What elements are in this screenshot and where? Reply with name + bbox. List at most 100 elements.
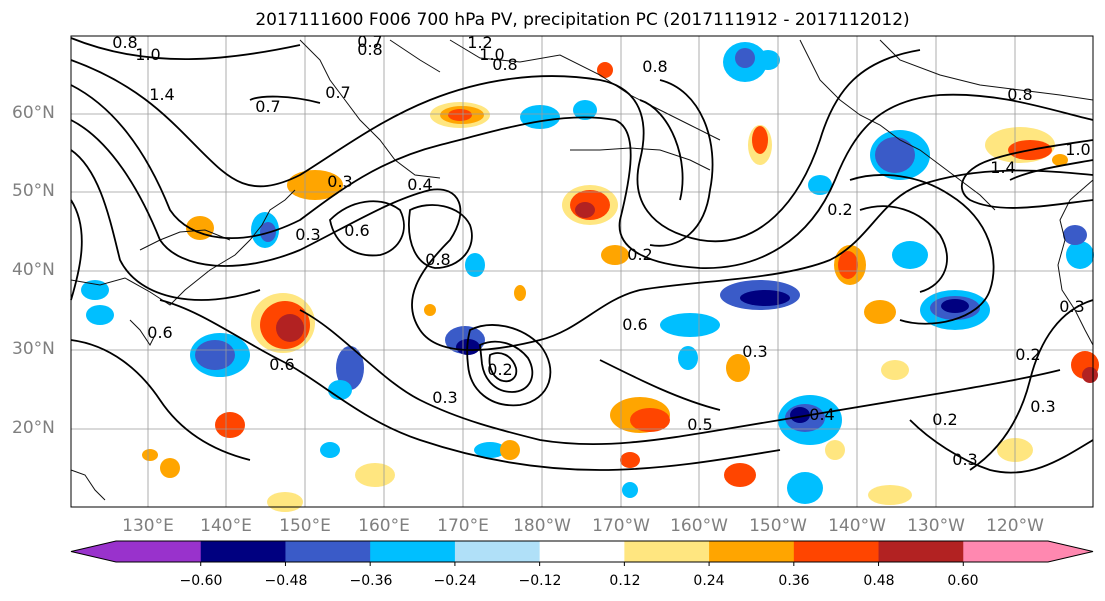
contour-label: 0.8	[425, 250, 450, 269]
pv-contour	[249, 95, 321, 104]
pv-contour	[70, 339, 251, 461]
precip-blob	[808, 175, 832, 195]
lat-label: 30°N	[12, 339, 55, 359]
precip-blob	[601, 245, 629, 265]
colorbar-segment	[454, 541, 541, 562]
colorbar-tick: −0.36	[349, 573, 393, 589]
contour-label: 1.4	[990, 158, 1015, 177]
coastline	[70, 469, 106, 501]
lat-label: 60°N	[12, 103, 55, 123]
lon-label: 130°W	[907, 516, 965, 536]
lon-label: 130°E	[122, 516, 174, 536]
precip-blob	[622, 482, 638, 498]
precip-blob	[941, 299, 969, 313]
colorbar-segment	[709, 541, 795, 562]
pv-contour	[1009, 159, 1094, 181]
precip-blob	[474, 442, 506, 458]
colorbar-segment	[116, 541, 202, 562]
contour-label: 0.5	[687, 415, 712, 434]
contour-label: 0.7	[357, 32, 382, 51]
precip-blob	[86, 305, 114, 325]
contour-label: 0.4	[407, 175, 432, 194]
precip-blob	[735, 48, 755, 68]
colorbar-extend-high	[1048, 541, 1093, 562]
contour-label: 0.2	[627, 245, 652, 264]
coastline	[449, 39, 721, 141]
precip-blob	[328, 380, 352, 400]
pv-contour	[70, 37, 301, 61]
pv-contours	[70, 37, 1094, 474]
pv-contour	[599, 359, 721, 411]
contour-label: 0.3	[432, 388, 457, 407]
precip-blob	[740, 290, 790, 306]
precip-blob	[320, 442, 340, 458]
precip-blob	[186, 216, 214, 240]
precip-blob	[448, 109, 472, 121]
coastlines	[70, 39, 1094, 501]
colorbar-outline	[70, 540, 1094, 563]
colorbar-tick: −0.24	[433, 573, 477, 589]
contour-label: 0.3	[1059, 297, 1084, 316]
contour-label: 0.6	[622, 315, 647, 334]
coastline	[879, 39, 1094, 101]
contour-label: 1.0	[135, 45, 160, 64]
coastline	[299, 39, 441, 179]
precip-blob	[1063, 225, 1087, 245]
colorbar-extend-low	[71, 541, 116, 562]
coastline	[389, 39, 441, 73]
contour-label: 0.8	[642, 57, 667, 76]
pv-contour	[70, 149, 261, 301]
lat-label: 40°N	[12, 260, 55, 280]
colorbar	[70, 540, 1094, 566]
lon-label: 120°W	[986, 516, 1044, 536]
pv-contour-labels: 0.81.00.70.8 1.21.00.8 0.80.71.40.70.30.30…	[112, 32, 1090, 469]
coastline	[139, 229, 231, 251]
lat-label: 50°N	[12, 181, 55, 201]
colorbar-segment	[285, 541, 371, 562]
lon-label: 140°W	[828, 516, 886, 536]
precip-blob	[678, 346, 698, 370]
contour-label: 0.3	[742, 342, 767, 361]
colorbar-segment	[200, 541, 286, 562]
colorbar-tick: 0.60	[947, 573, 979, 589]
precip-blob	[1066, 241, 1094, 269]
precip-blob	[790, 407, 810, 423]
map-title: 2017111600 F006 700 hPa PV, precipitatio…	[255, 10, 910, 30]
colorbar-tick: 0.36	[778, 573, 810, 589]
pv-contour	[909, 419, 1094, 474]
lon-label: 150°W	[749, 516, 807, 536]
pv-contour	[466, 324, 552, 407]
precip-blob	[336, 346, 364, 390]
colorbar-segment	[370, 541, 456, 562]
lon-label: 150°E	[279, 516, 331, 536]
precip-blob	[825, 440, 845, 460]
pv-contour	[960, 139, 1094, 209]
lon-label: 170°W	[592, 516, 650, 536]
contour-label: 0.8	[112, 33, 137, 52]
precip-blob	[514, 285, 526, 301]
contour-label: 0.6	[344, 221, 369, 240]
colorbar-tick: −0.12	[518, 573, 562, 589]
pv-contour	[159, 299, 781, 471]
colorbar-segment	[624, 541, 710, 562]
contour-label: 0.2	[827, 200, 852, 219]
colorbar-segment	[793, 541, 880, 562]
coastline	[799, 39, 996, 211]
precip-blob	[1052, 154, 1068, 166]
pv-contour	[70, 199, 83, 301]
precip-blob	[868, 485, 912, 505]
coastline	[70, 189, 296, 306]
precip-blob	[726, 354, 750, 382]
precip-blob	[424, 304, 436, 316]
colorbar-tick: −0.60	[179, 573, 223, 589]
colorbar-segment	[878, 541, 964, 562]
lat-label: 20°N	[12, 418, 55, 438]
precipitation-shading	[81, 42, 1099, 512]
precip-blob	[160, 458, 180, 478]
map-frame	[70, 35, 1094, 508]
lon-label: 160°W	[670, 516, 728, 536]
contour-label: 1.0	[1065, 140, 1090, 159]
coastline	[129, 319, 156, 346]
precip-blob	[575, 202, 595, 218]
